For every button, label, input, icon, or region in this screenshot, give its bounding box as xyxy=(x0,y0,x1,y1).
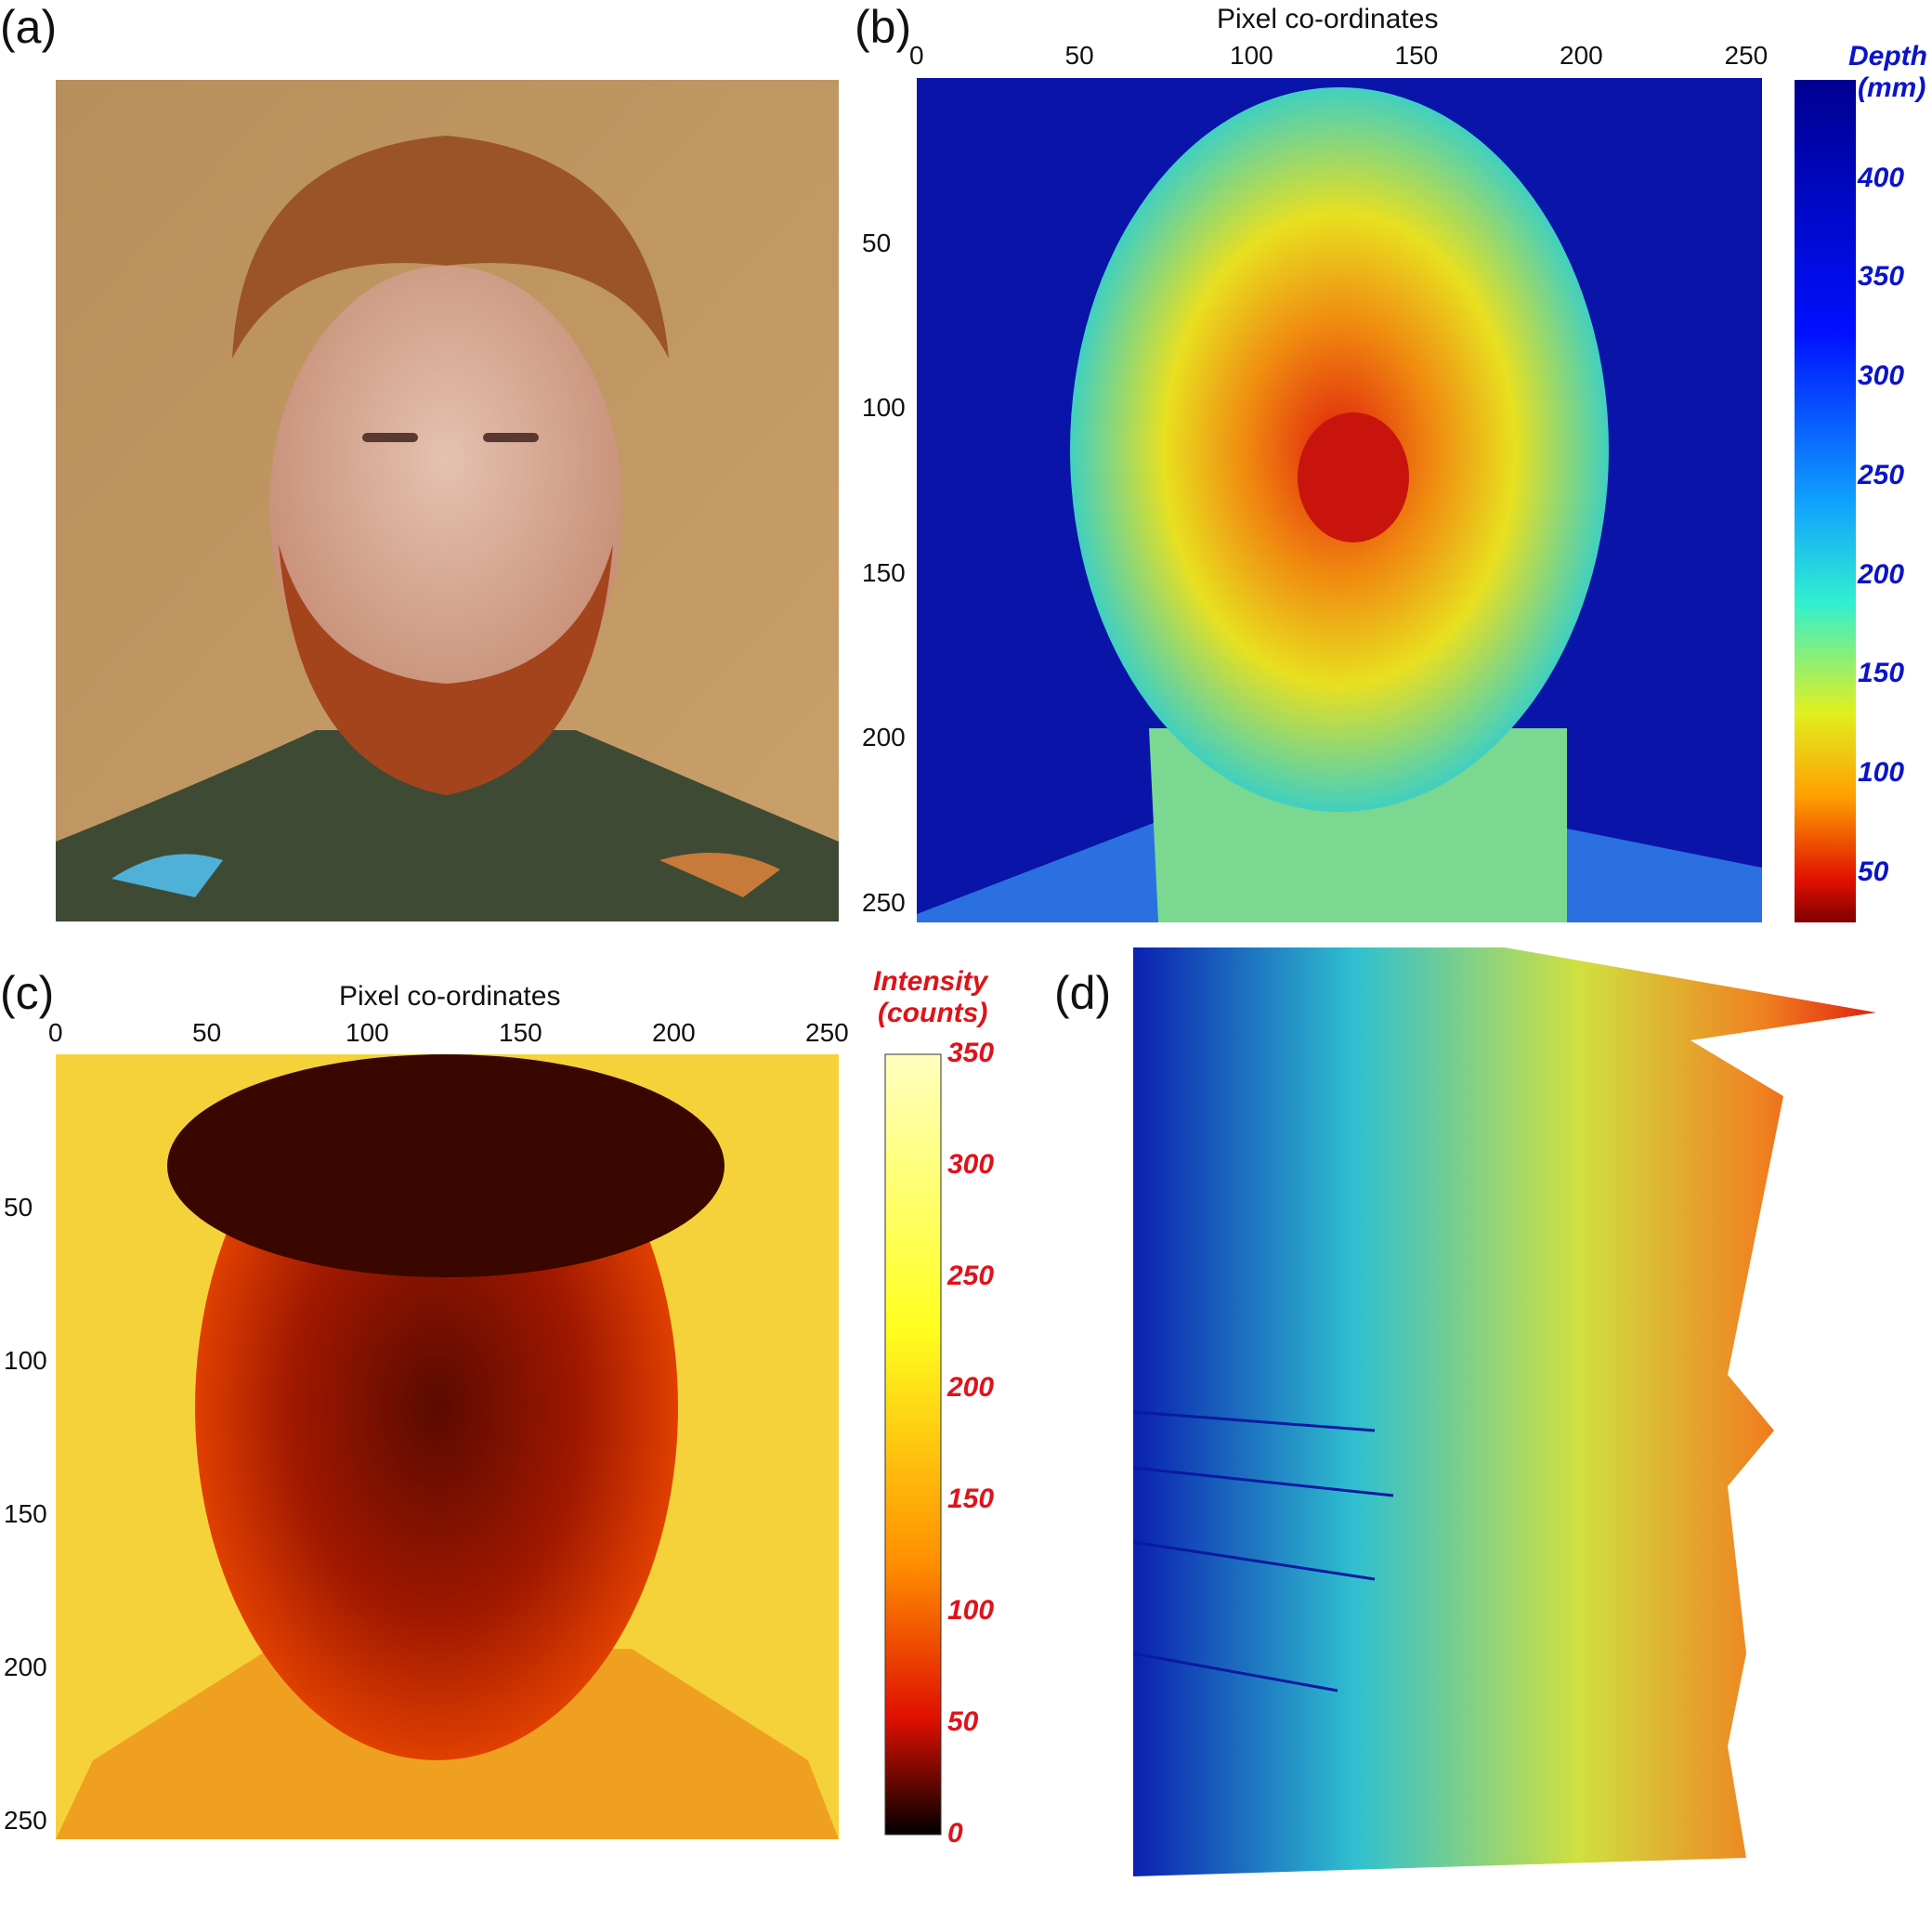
b-xlabel: Pixel co-ordinates xyxy=(1217,4,1439,34)
depth-colorbar-tick: 300 xyxy=(1858,360,1905,392)
c-x-tick: 100 xyxy=(346,1018,389,1047)
panel-c-label: (c) xyxy=(0,967,55,1019)
intensity-colorbar-tick: 200 xyxy=(947,1372,995,1403)
b-x-tick: 0 xyxy=(909,41,924,70)
b-y-tick: 50 xyxy=(862,228,892,257)
depth-colorbar-tick: 50 xyxy=(1858,856,1889,887)
panel-d-label: (d) xyxy=(1054,967,1112,1019)
intensity-colorbar-tick: 0 xyxy=(947,1818,963,1849)
depth-colorbar-tick: 400 xyxy=(1858,162,1905,193)
intensity-colorbar-unit: (counts) xyxy=(878,998,988,1028)
intensity-colorbar-tick: 150 xyxy=(947,1483,995,1514)
depth-surface-plot xyxy=(1132,947,1876,1876)
intensity-colorbar xyxy=(884,1053,942,1836)
c-x-tick: 200 xyxy=(652,1018,696,1047)
depth-colorbar-tick: 100 xyxy=(1858,756,1905,788)
intensity-colorbar-tick: 300 xyxy=(947,1149,995,1180)
c-y-tick: 200 xyxy=(4,1653,47,1681)
depth-colorbar-tick: 350 xyxy=(1858,261,1905,293)
c-y-tick: 50 xyxy=(4,1193,33,1222)
intensity-heatmap xyxy=(56,1054,839,1839)
b-x-tick: 250 xyxy=(1724,41,1769,70)
depth-colorbar-tick: 200 xyxy=(1858,558,1905,590)
depth-colorbar-tick: 150 xyxy=(1858,658,1905,689)
c-y-tick: 150 xyxy=(4,1499,47,1528)
c-x-tick: 150 xyxy=(499,1018,542,1047)
depth-heatmap xyxy=(917,78,1762,922)
depth-colorbar xyxy=(1795,80,1856,922)
b-x-tick: 50 xyxy=(1064,41,1094,70)
b-x-tick: 150 xyxy=(1394,41,1439,70)
panel-a-label: (a) xyxy=(0,1,58,53)
panel-b-label: (b) xyxy=(855,1,912,53)
depth-colorbar-unit: (mm) xyxy=(1858,72,1926,103)
c-y-tick: 100 xyxy=(4,1346,47,1375)
c-x-tick: 250 xyxy=(805,1018,849,1047)
intensity-colorbar-tick: 50 xyxy=(947,1706,979,1737)
c-xlabel: Pixel co-ordinates xyxy=(339,981,561,1012)
depth-colorbar-label: Depth xyxy=(1848,41,1927,72)
portrait-photo xyxy=(56,80,839,921)
b-x-tick: 100 xyxy=(1230,41,1273,70)
b-y-tick: 150 xyxy=(862,557,906,587)
b-y-tick: 250 xyxy=(862,887,906,917)
b-y-tick: 200 xyxy=(862,723,906,751)
intensity-colorbar-tick: 100 xyxy=(947,1595,995,1626)
intensity-colorbar-tick: 250 xyxy=(947,1261,995,1291)
intensity-colorbar-label: Intensity xyxy=(873,966,988,997)
c-x-tick: 50 xyxy=(192,1018,222,1047)
c-x-tick: 0 xyxy=(48,1018,63,1047)
b-y-tick: 100 xyxy=(862,393,906,422)
b-x-tick: 200 xyxy=(1560,41,1603,70)
depth-colorbar-tick: 250 xyxy=(1858,459,1905,490)
c-y-tick: 250 xyxy=(4,1806,47,1835)
intensity-colorbar-tick: 350 xyxy=(947,1038,995,1068)
